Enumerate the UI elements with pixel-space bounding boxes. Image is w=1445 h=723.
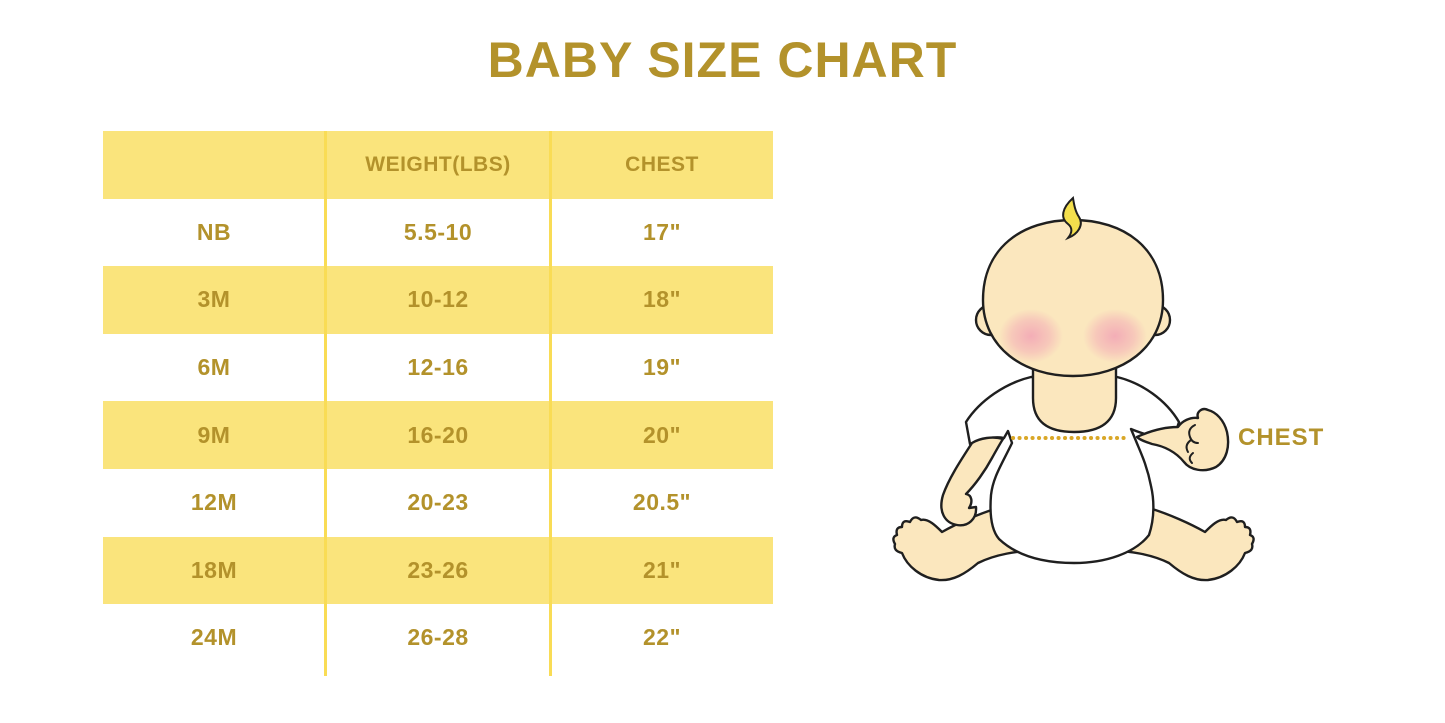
baby-illustration [890, 190, 1260, 610]
page-title: BABY SIZE CHART [487, 32, 958, 88]
table-row: 3M 10-12 18" [103, 266, 773, 334]
chest-cell: 17" [643, 218, 681, 245]
header-weight: WEIGHT(LBS) [365, 152, 511, 176]
weight-cell: 20-23 [407, 489, 469, 516]
baby-right-arm [1135, 407, 1230, 472]
weight-cell: 23-26 [407, 556, 469, 583]
size-cell: 6M [197, 354, 231, 381]
chest-cell: 21" [643, 556, 681, 583]
table-row: 9M 16-20 20" [103, 401, 773, 469]
size-cell: NB [196, 218, 232, 245]
size-cell: 18M [190, 556, 238, 583]
baby-fist-fingers [1185, 424, 1199, 464]
weight-cell: 5.5-10 [403, 218, 473, 245]
weight-cell: 16-20 [407, 421, 469, 448]
chest-cell: 20.5" [632, 489, 692, 516]
chest-measure-label: CHEST [1238, 424, 1325, 451]
table-row: 18M 23-26 21" [103, 536, 773, 605]
size-cell: 3M [197, 286, 231, 313]
size-cell: 12M [190, 489, 238, 516]
baby-left-arm [940, 436, 1005, 527]
baby-neck [1031, 358, 1118, 434]
table-row: 24M 26-28 22" [103, 604, 773, 672]
baby-svg [892, 196, 1255, 582]
chest-cell: 18" [643, 286, 681, 313]
chest-cell: 22" [643, 624, 681, 651]
weight-cell: 26-28 [407, 624, 469, 651]
size-cell: 9M [197, 421, 231, 448]
baby-hair-curl [1062, 196, 1082, 241]
weight-cell: 12-16 [407, 354, 469, 381]
table-row: 12M 20-23 20.5" [103, 468, 773, 537]
table-header-row: WEIGHT(LBS) CHEST [103, 131, 773, 199]
size-cell: 24M [190, 624, 238, 651]
baby-right-blush [1083, 309, 1147, 363]
chest-cell: 20" [643, 421, 681, 448]
table-row: 6M 12-16 19" [103, 333, 773, 402]
size-table: WEIGHT(LBS) CHEST NB 5.5-10 17" 3M 10-12… [103, 131, 773, 676]
baby-left-blush [999, 309, 1063, 363]
table-row: NB 5.5-10 17" [103, 198, 773, 267]
column-separator [549, 131, 552, 676]
header-chest: CHEST [625, 152, 699, 176]
weight-cell: 10-12 [407, 286, 469, 313]
chest-cell: 19" [643, 354, 681, 381]
column-separator [324, 131, 327, 676]
